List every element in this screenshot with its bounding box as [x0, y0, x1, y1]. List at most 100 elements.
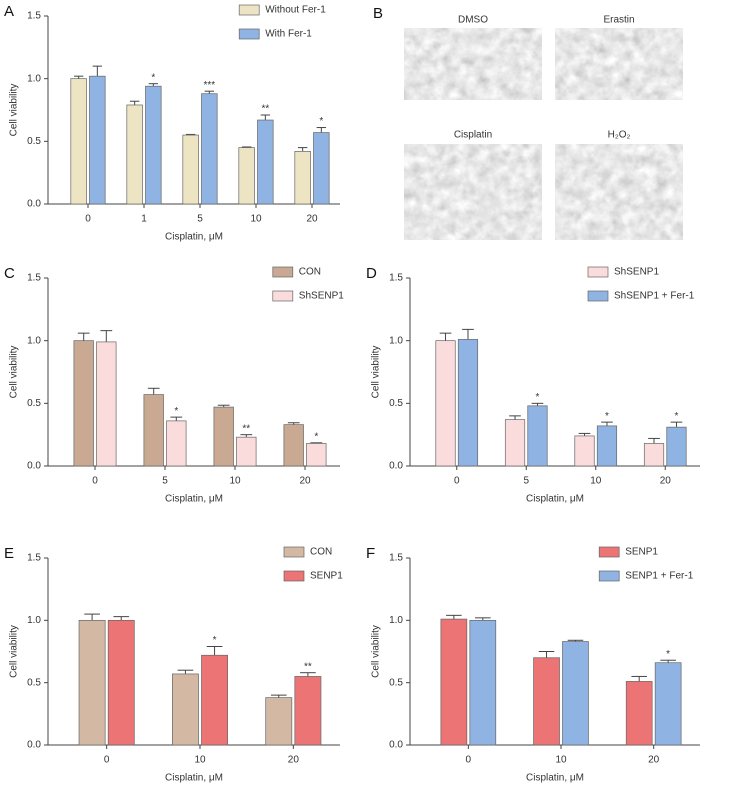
y-tick-label: 1.0 [27, 335, 41, 346]
y-axis-label: Cell viability [371, 346, 382, 399]
bar [172, 673, 199, 746]
x-axis-label: Cisplatin, μM [165, 232, 223, 243]
image-label: Erastin [603, 15, 634, 26]
bar [313, 132, 330, 205]
x-tick-label: 20 [288, 755, 300, 766]
x-axis-label: Cisplatin, μM [165, 494, 223, 505]
micrograph [404, 28, 542, 100]
y-tick-label: 0.5 [27, 136, 41, 147]
legend-swatch [283, 546, 305, 558]
x-tick-label: 0 [104, 755, 110, 766]
micrograph [555, 144, 683, 240]
y-tick-label: 0.0 [27, 199, 41, 210]
bar [166, 420, 187, 467]
bar [306, 443, 327, 467]
y-tick-label: 1.0 [389, 335, 403, 346]
legend-label: CON [310, 547, 332, 558]
bar [213, 406, 234, 467]
panel-label: B [373, 5, 383, 22]
bar [469, 619, 497, 746]
y-tick-label: 0.5 [389, 398, 403, 409]
significance-label: * [666, 649, 670, 660]
panel-b: B DMSO Erastin Cisplatin H₂O₂ [373, 5, 683, 240]
bar [654, 662, 682, 746]
bar [527, 405, 548, 467]
x-axis-label: Cisplatin, μM [526, 494, 584, 505]
y-tick-label: 1.5 [27, 553, 41, 564]
bar [643, 443, 665, 467]
x-axis-label: Cisplatin, μM [526, 773, 584, 784]
bar [145, 85, 162, 205]
bar [238, 147, 255, 205]
bar [533, 657, 560, 746]
y-axis-label: Cell viability [9, 346, 20, 399]
legend-label: ShSENP1 [299, 291, 344, 302]
bar [440, 618, 468, 746]
legend-label: SENP1 [625, 547, 658, 558]
y-tick-label: 1.5 [389, 273, 403, 284]
y-tick-label: 1.5 [27, 273, 41, 284]
chart: D Cell viability Cisplatin, μM 0.0 0.5 1.0 1.5… [366, 265, 700, 505]
legend-label: ShSENP1 + Fer-1 [614, 291, 695, 302]
bar [265, 697, 293, 746]
x-tick-label: 5 [523, 476, 529, 487]
y-tick-label: 0.5 [389, 677, 403, 688]
significance-label: * [319, 116, 323, 127]
y-tick-label: 1.0 [389, 615, 403, 626]
x-tick-label: 0 [454, 476, 460, 487]
bar [294, 151, 311, 205]
legend-swatch [272, 266, 294, 278]
legend-swatch [238, 4, 260, 16]
image-label: Cisplatin [454, 130, 492, 141]
y-axis-label: Cell viability [371, 625, 382, 678]
legend-label: Without Fer-1 [265, 5, 326, 16]
bar [73, 340, 94, 467]
x-tick-label: 0 [92, 476, 98, 487]
bar [96, 341, 117, 467]
y-tick-label: 0.5 [27, 677, 41, 688]
legend-swatch [587, 266, 609, 278]
bar [143, 394, 164, 467]
panel-label: F [366, 545, 375, 562]
y-tick-label: 1.5 [27, 11, 41, 22]
x-tick-label: 5 [197, 214, 203, 225]
bar [236, 436, 257, 467]
x-tick-label: 10 [250, 214, 262, 225]
chart: E Cell viability Cisplatin, μM 0.0 0.5 1.0 1.5… [4, 545, 343, 784]
bar [596, 425, 618, 467]
y-tick-label: 0.5 [27, 398, 41, 409]
chart: C Cell viability Cisplatin, μM 0.0 0.5 1.0 1.5… [4, 265, 344, 505]
bar [504, 419, 526, 467]
panel-label: C [4, 265, 15, 282]
bar [89, 75, 106, 205]
bar [257, 119, 274, 205]
x-axis-label: Cisplatin, μM [165, 773, 223, 784]
micrograph [404, 144, 542, 240]
bar [182, 134, 199, 205]
y-tick-label: 0.0 [27, 740, 41, 751]
significance-label: ** [242, 423, 250, 434]
bar [78, 619, 106, 746]
bar [201, 654, 228, 746]
legend-label: With Fer-1 [265, 29, 312, 40]
x-tick-label: 10 [229, 476, 241, 487]
x-tick-label: 1 [141, 214, 147, 225]
legend-swatch [283, 570, 305, 582]
legend-swatch [587, 290, 609, 302]
bar [435, 340, 456, 467]
panel-label: D [366, 265, 377, 282]
bar [666, 426, 687, 467]
x-tick-label: 20 [660, 476, 672, 487]
significance-label: * [151, 72, 155, 83]
chart: F Cell viability Cisplatin, μM 0.0 0.5 1.0 1.5… [366, 545, 700, 784]
image-label: H₂O₂ [608, 130, 631, 141]
bar [107, 619, 135, 746]
x-tick-label: 5 [162, 476, 168, 487]
legend-swatch [272, 290, 294, 302]
chart: A Cell viability Cisplatin, μM 0.0 0.5 1.0 1.5… [4, 3, 340, 243]
legend-swatch [238, 28, 260, 40]
x-tick-label: 0 [466, 755, 472, 766]
significance-label: * [536, 392, 540, 403]
significance-label: * [213, 635, 217, 646]
legend-label: CON [299, 267, 321, 278]
